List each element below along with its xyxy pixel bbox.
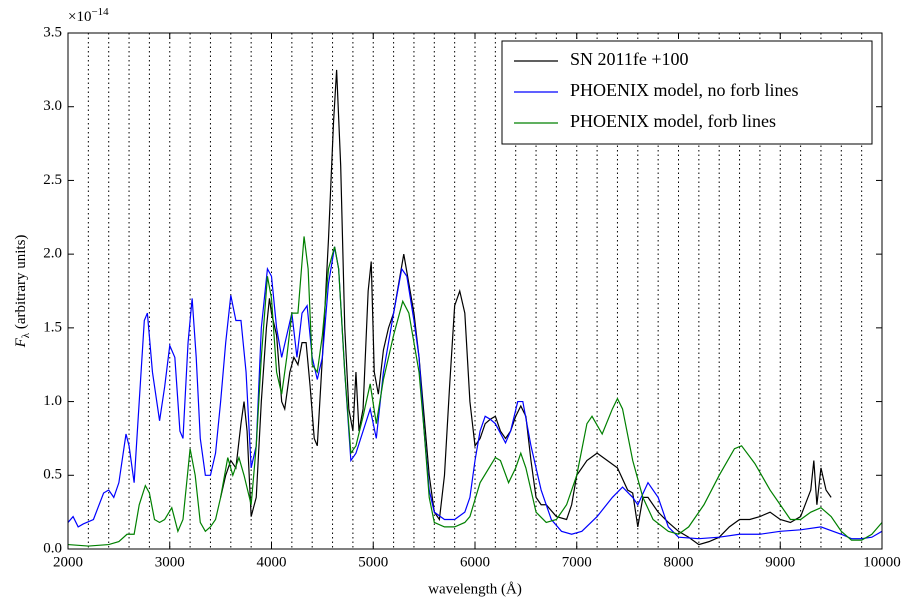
y-tick-label: 1.5 — [43, 319, 62, 335]
y-tick-label: 1.0 — [43, 393, 62, 409]
y-tick-label: 2.0 — [43, 246, 62, 262]
series-line — [68, 236, 882, 547]
legend-box — [501, 40, 873, 145]
y-tick-label: 0.0 — [43, 540, 62, 556]
legend-label: SN 2011fe +100 — [570, 49, 688, 69]
legend-label: PHOENIX model, no forb lines — [570, 80, 798, 100]
x-tick-label: 7000 — [562, 554, 592, 570]
y-tick-label: 3.5 — [43, 24, 62, 40]
y-label-text: (arbitrary units) — [13, 235, 29, 333]
series-line — [220, 69, 832, 546]
x-tick-label: 4000 — [257, 554, 287, 570]
legend-label: PHOENIX model, forb lines — [570, 111, 776, 131]
x-tick-label: 2000 — [53, 554, 83, 570]
x-tick-label: 3000 — [155, 554, 185, 570]
x-tick-label: 5000 — [358, 554, 388, 570]
y-scale-base: ×10 — [68, 9, 91, 25]
y-label-symbol: F — [13, 337, 29, 348]
y-label-subscript: λ — [20, 332, 32, 338]
x-tick-label: 8000 — [664, 554, 694, 570]
x-tick-label: 9000 — [765, 554, 795, 570]
y-scale-exponent: −14 — [91, 6, 109, 18]
y-scale-label: ×10−14 — [68, 6, 109, 26]
y-tick-label: 2.5 — [43, 172, 62, 188]
x-tick-label: 10000 — [863, 554, 901, 570]
legend: SN 2011fe +100 PHOENIX model, no forb lin… — [501, 40, 873, 145]
x-axis-label: wavelength (Å) — [428, 581, 522, 597]
y-axis-label: Fλ (arbitrary units) — [13, 235, 31, 349]
y-tick-label: 0.5 — [43, 467, 62, 483]
y-tick-label: 3.0 — [43, 98, 62, 114]
x-tick-label: 6000 — [460, 554, 490, 570]
